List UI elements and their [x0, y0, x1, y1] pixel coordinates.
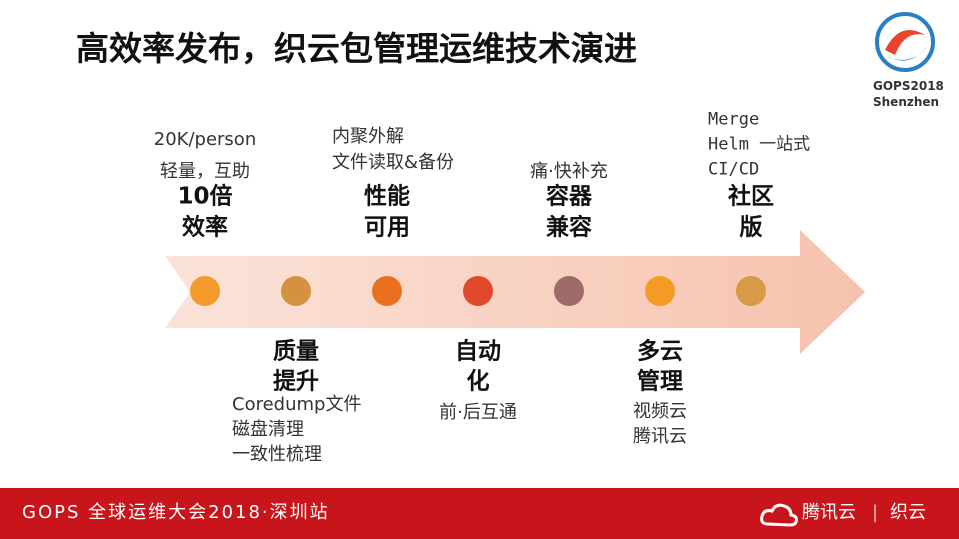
- logo-mark: [875, 12, 935, 72]
- logo-brand: GOPS2018: [873, 79, 944, 93]
- milestone-note: 视频云: [633, 401, 687, 422]
- milestone-note: 磁盘清理: [232, 419, 304, 440]
- milestone-dot: [190, 276, 220, 306]
- milestone-heading: 效率: [182, 214, 228, 241]
- milestone-heading: 兼容: [546, 214, 592, 241]
- cloud-icon: [760, 503, 798, 527]
- footer: GOPS 全球运维大会2018·深圳站 腾讯云 | 织云: [0, 488, 959, 539]
- milestone-dot: [372, 276, 402, 306]
- milestone-note: 前·后互通: [439, 402, 517, 423]
- milestone-heading: 版: [739, 214, 763, 241]
- sponsor: 腾讯云: [802, 502, 856, 523]
- milestone-dot: [281, 276, 311, 306]
- milestone-note: CI/CD: [708, 159, 760, 180]
- timeline-arrow: [165, 230, 865, 354]
- graphics: [165, 12, 935, 354]
- milestone-note: 腾讯云: [633, 426, 687, 447]
- milestone-note: Merge: [708, 109, 760, 130]
- sponsor: 织云: [890, 502, 926, 523]
- milestone-dot: [554, 276, 584, 306]
- milestone-dot: [645, 276, 675, 306]
- event-name: GOPS 全球运维大会2018·深圳站: [22, 502, 330, 523]
- milestone-heading: 质量: [273, 338, 319, 365]
- milestone-heading: 管理: [637, 368, 683, 395]
- milestone-heading: 多云: [637, 338, 683, 365]
- milestone-heading: 容器: [546, 183, 592, 210]
- milestone-heading: 自动: [455, 338, 501, 365]
- milestone-note: 一致性梳理: [232, 444, 322, 465]
- milestone-note: 痛·快补充: [530, 161, 608, 182]
- milestone-note: 轻量，互助: [160, 161, 250, 182]
- milestone-note: 20K/person: [153, 129, 257, 150]
- title: 高效率发布，织云包管理运维技术演进: [76, 29, 637, 68]
- milestone-heading: 提升: [273, 368, 319, 395]
- milestone-heading: 性能: [364, 183, 410, 210]
- milestone-heading: 化: [466, 368, 490, 395]
- milestone-dot: [463, 276, 493, 306]
- milestone-note: Helm 一站式: [708, 134, 811, 155]
- milestone-note: 内聚外解: [332, 126, 404, 147]
- milestone-note: Coredump文件: [232, 394, 362, 415]
- milestone-dot: [736, 276, 766, 306]
- milestone-heading: 可用: [364, 214, 410, 241]
- milestone-heading: 10倍: [177, 183, 233, 210]
- logo-city: Shenzhen: [873, 95, 940, 109]
- milestone-note: 文件读取&备份: [332, 152, 455, 173]
- milestone-heading: 社区: [728, 183, 774, 210]
- separator: |: [872, 502, 879, 523]
